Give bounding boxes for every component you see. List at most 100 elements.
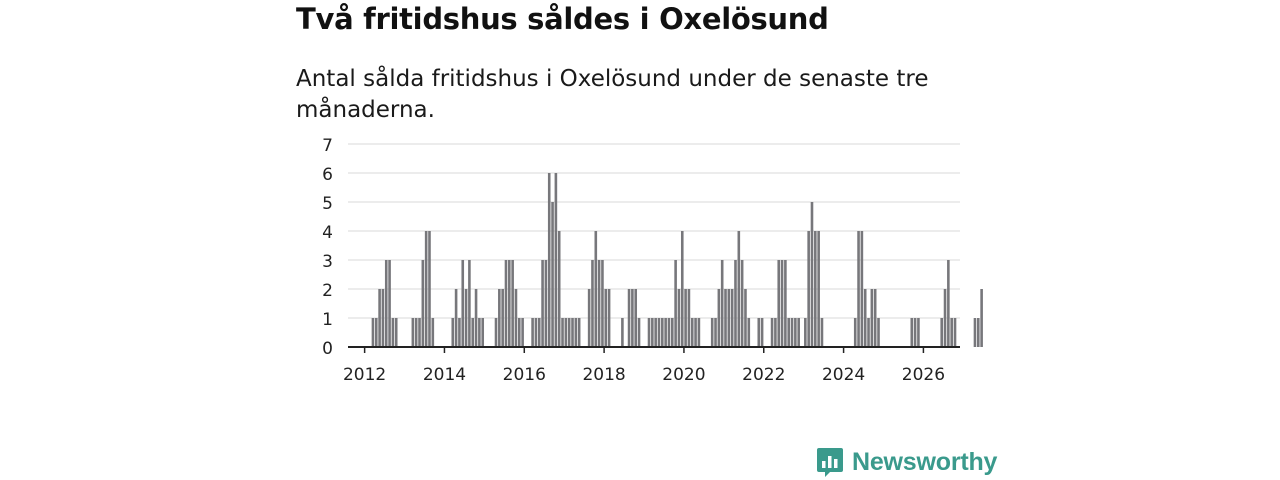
bar <box>514 289 518 347</box>
bar <box>391 318 395 347</box>
bars <box>371 173 983 347</box>
bar <box>797 318 800 347</box>
bar <box>867 318 870 347</box>
bar <box>953 318 957 347</box>
bar <box>594 231 598 347</box>
bar <box>418 318 421 347</box>
bar <box>690 318 694 347</box>
bar <box>574 318 578 347</box>
bar-chart: 0 1 2 3 4 5 6 7 2012 2014 2016 2018 2020 2022 2024 2026 <box>322 136 983 385</box>
bar <box>804 318 807 347</box>
bar <box>557 231 561 347</box>
bar <box>873 289 877 347</box>
y-tick-label: 0 <box>322 339 333 359</box>
bar <box>577 318 581 347</box>
bar <box>814 231 817 347</box>
bar <box>541 260 544 347</box>
bar <box>694 318 697 347</box>
bar <box>504 260 508 347</box>
bar <box>554 173 558 347</box>
bar <box>727 289 731 347</box>
bar <box>943 289 947 347</box>
chart-subtitle: Antal sålda fritidshus i Oxelösund under… <box>296 66 929 123</box>
bar <box>740 260 744 347</box>
bar <box>747 318 751 347</box>
bar <box>647 318 651 347</box>
chart-title: Två fritidshus såldes i Oxelösund <box>296 2 829 36</box>
bar <box>547 173 551 347</box>
bar <box>601 260 604 347</box>
bar <box>724 289 727 347</box>
bar <box>654 318 657 347</box>
bar <box>634 289 638 347</box>
bar <box>567 318 571 347</box>
x-tick-label: 2012 <box>343 365 386 385</box>
bar <box>820 318 824 347</box>
bar <box>511 260 514 347</box>
bar <box>651 318 654 347</box>
bar <box>950 318 953 347</box>
bar <box>770 318 774 347</box>
bar <box>863 289 867 347</box>
bar <box>498 289 501 347</box>
bar <box>730 289 734 347</box>
bar <box>790 318 794 347</box>
bar <box>371 318 375 347</box>
axes: 0 1 2 3 4 5 6 7 2012 2014 2016 2018 2020 2022 2024 2026 <box>322 136 960 385</box>
y-tick-label: 1 <box>322 310 333 330</box>
bar <box>857 231 860 347</box>
bar <box>980 289 983 347</box>
bar <box>564 318 568 347</box>
bar <box>784 260 787 347</box>
bar <box>431 318 435 347</box>
bar <box>807 231 810 347</box>
bar <box>940 318 944 347</box>
bar <box>591 260 594 347</box>
bar <box>501 289 504 347</box>
bar <box>674 260 677 347</box>
bar <box>680 231 684 347</box>
bar <box>917 318 920 347</box>
bar <box>637 318 641 347</box>
bar <box>597 260 601 347</box>
bar <box>677 289 681 347</box>
bar <box>464 289 468 347</box>
bar <box>607 289 611 347</box>
bar <box>720 260 724 347</box>
bar <box>468 260 471 347</box>
newsworthy-logo-icon <box>817 448 843 477</box>
bar <box>710 318 714 347</box>
bar <box>774 318 777 347</box>
bar <box>817 231 820 347</box>
bar <box>744 289 747 347</box>
x-tick-label: 2016 <box>503 365 546 385</box>
bar <box>717 289 721 347</box>
bar <box>976 318 980 347</box>
x-tick-label: 2024 <box>822 365 865 385</box>
bar <box>537 318 541 347</box>
bar <box>684 289 687 347</box>
y-tick-label: 4 <box>322 223 333 243</box>
bar <box>384 260 388 347</box>
bar <box>411 318 415 347</box>
y-tick-label: 3 <box>322 252 333 272</box>
bar <box>508 260 511 347</box>
y-tick-label: 7 <box>322 136 333 156</box>
x-tick-label: 2022 <box>742 365 785 385</box>
x-tick-label: 2026 <box>902 365 945 385</box>
bar <box>687 289 691 347</box>
bar <box>461 260 465 347</box>
bar <box>780 260 784 347</box>
bar <box>621 318 624 347</box>
bar <box>561 318 564 347</box>
x-tick-label: 2014 <box>423 365 466 385</box>
bar <box>777 260 781 347</box>
bar <box>517 318 521 347</box>
bar <box>787 318 791 347</box>
gridlines <box>348 143 960 319</box>
bar <box>571 318 574 347</box>
bar <box>794 318 797 347</box>
bar <box>478 318 481 347</box>
bar <box>521 318 524 347</box>
bar <box>667 318 671 347</box>
